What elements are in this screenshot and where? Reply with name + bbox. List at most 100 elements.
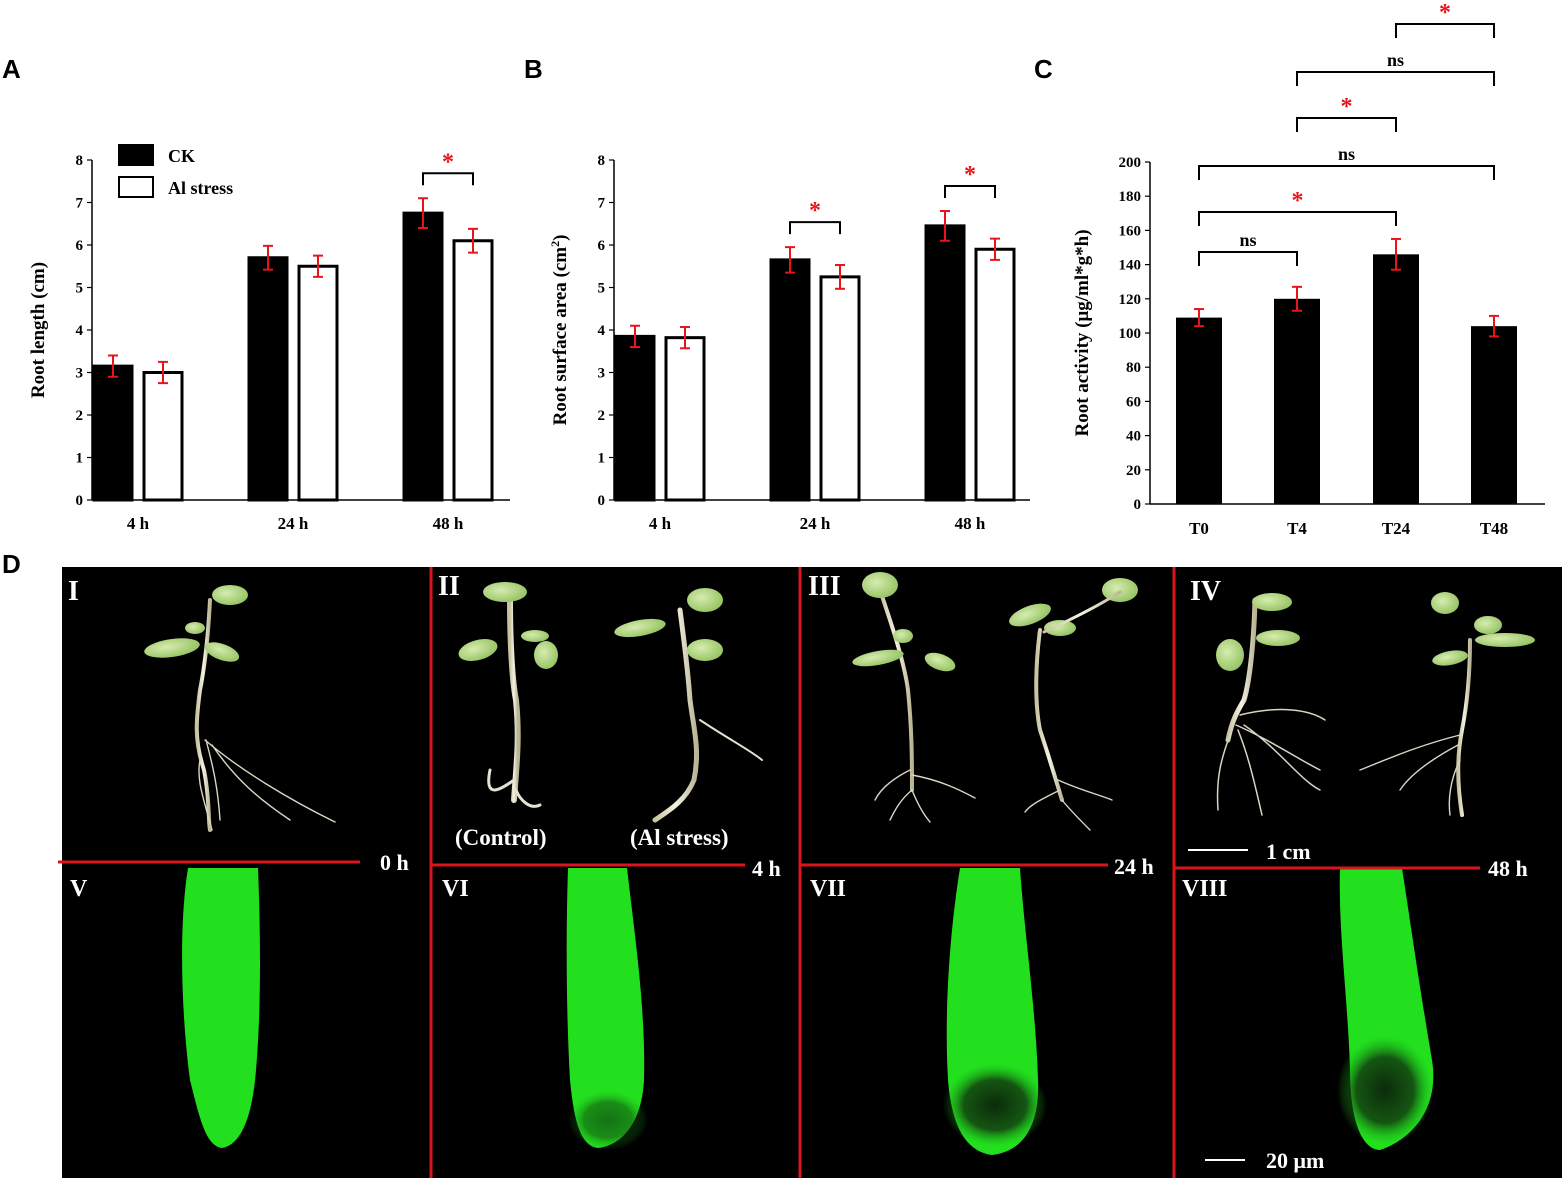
- chart-b-bar-ck: [769, 258, 811, 502]
- chart-a-y-tick-label: 6: [76, 238, 84, 254]
- chart-c-comparison-label: *: [1439, 0, 1451, 26]
- chart-c-y-tick-label: 0: [1134, 497, 1142, 513]
- chart-b-bar-ck: [614, 334, 656, 502]
- chart-c-comparison-label: ns: [1387, 50, 1404, 70]
- seedling-i: [144, 585, 336, 832]
- legend-label-al: Al stress: [168, 178, 233, 198]
- chart-c-y-axis-label: Root activity (μg/ml*g*h): [1072, 229, 1093, 436]
- chart-b: 0 1 2 3 4 5 6 7 8 Root surface area (cm2) 4 h 24 h 4…: [548, 153, 1030, 533]
- chart-b-bar-al: [664, 336, 706, 502]
- chart-c-y-tick-label: 100: [1119, 326, 1142, 342]
- chart-c-y-tick-label: 40: [1126, 429, 1141, 445]
- chart-c-comparison-bracket: [1198, 211, 1397, 226]
- chart-c-y-tick-label: 180: [1119, 189, 1142, 205]
- chart-b-bar-ck: [924, 224, 966, 502]
- panel-letter-a: A: [2, 54, 21, 84]
- chart-a: 0 1 2 3 4 5 6 7 8 Root length (cm) 4 h 24 h 48 h * CK A…: [28, 144, 510, 533]
- chart-a-y-tick-label: 8: [76, 153, 84, 169]
- panel-d-photos: I II III IV V VI VII VIII 0 h 4 h 24 h 4…: [58, 567, 1562, 1178]
- chart-c-comparison-label: *: [1292, 188, 1304, 214]
- chart-c-y-tick-label: 200: [1119, 155, 1142, 171]
- chart-c-category-label: T24: [1382, 519, 1411, 538]
- chart-a-bar-ck: [247, 256, 289, 502]
- scale-label-1cm: 1 cm: [1266, 839, 1311, 864]
- seedling-ii-control: [458, 582, 558, 808]
- chart-c-comparison-bracket: [1395, 23, 1495, 38]
- chart-a-significance-label: *: [442, 149, 454, 175]
- caption-control: (Control): [455, 825, 547, 850]
- chart-c-y-tick-label: 160: [1119, 223, 1142, 239]
- chart-a-y-tick-label: 2: [76, 408, 84, 424]
- root-tip-vi: [566, 868, 645, 1148]
- label-iv: IV: [1190, 576, 1221, 607]
- chart-c: 0 20 40 60 80 100 120 140 160 180 200 Root activity…: [1072, 0, 1545, 538]
- chart-c-comparison-label: *: [1341, 94, 1353, 120]
- label-ii: II: [438, 571, 460, 602]
- chart-b-y-tick-label: 7: [598, 196, 606, 212]
- chart-c-comparison-label: ns: [1338, 144, 1355, 164]
- chart-c-comparison-bracket: [1198, 165, 1495, 180]
- chart-b-y-tick-label: 8: [598, 153, 606, 169]
- chart-b-significance-bracket: [944, 185, 996, 198]
- chart-a-bar-ck: [402, 211, 444, 502]
- panel-letter-c: C: [1034, 54, 1053, 84]
- chart-a-category-label: 24 h: [278, 514, 309, 533]
- chart-c-category-label: T4: [1287, 519, 1307, 538]
- chart-b-y-axis-label: Root surface area (cm2): [548, 235, 571, 426]
- chart-b-y-tick-label: 3: [598, 366, 606, 382]
- seedling-iv-control: [1216, 593, 1326, 816]
- label-v: V: [70, 876, 88, 902]
- label-viii: VIII: [1182, 876, 1227, 902]
- chart-a-y-tick-label: 3: [76, 366, 84, 382]
- legend-label-ck: CK: [168, 146, 195, 166]
- chart-a-bar-al: [297, 264, 339, 502]
- chart-b-y-tick-label: 1: [598, 451, 606, 467]
- chart-a-bar-al: [452, 239, 494, 502]
- chart-c-comparison-bracket: [1198, 251, 1298, 266]
- chart-c-y-tick-label: 120: [1119, 292, 1142, 308]
- chart-b-category-label: 4 h: [649, 514, 672, 533]
- chart-c-comparison-bracket: [1296, 71, 1495, 86]
- chart-b-significance-bracket: [789, 221, 841, 235]
- chart-a-y-tick-label: 1: [76, 451, 84, 467]
- time-48h: 48 h: [1488, 856, 1528, 881]
- chart-a-y-tick-label: 7: [76, 196, 84, 212]
- legend-swatch-ck: [118, 144, 154, 166]
- chart-c-bar: [1471, 326, 1517, 504]
- chart-c-y-tick-label: 80: [1126, 360, 1141, 376]
- seedling-iv-al: [1359, 592, 1535, 817]
- chart-b-y-tick-label: 6: [598, 238, 606, 254]
- root-tip-viii-dark: [1337, 1035, 1433, 1145]
- chart-c-bar: [1274, 298, 1320, 504]
- chart-c-bar: [1176, 317, 1222, 504]
- caption-al-stress: (Al stress): [630, 825, 729, 850]
- chart-c-comparison-label: ns: [1239, 230, 1256, 250]
- root-tip-vii-dark: [943, 1063, 1047, 1147]
- chart-c-comparison-bracket: [1296, 117, 1397, 132]
- chart-a-category-label: 4 h: [127, 514, 150, 533]
- chart-c-category-label: T0: [1189, 519, 1209, 538]
- root-tip-v: [182, 868, 260, 1148]
- chart-b-significance-label: *: [964, 162, 976, 188]
- chart-a-significance-bracket: [422, 172, 474, 186]
- chart-b-y-tick-label: 2: [598, 408, 606, 424]
- chart-b-y-tick-label: 4: [598, 323, 606, 339]
- chart-a-y-tick-label: 0: [76, 493, 84, 509]
- label-vii: VII: [810, 876, 846, 902]
- root-tip-vi-shade: [568, 1090, 648, 1150]
- chart-c-y-tick-label: 140: [1119, 258, 1142, 274]
- chart-a-bar-al: [142, 371, 184, 502]
- chart-b-category-label: 24 h: [800, 514, 831, 533]
- time-4h: 4 h: [752, 856, 781, 881]
- chart-c-y-tick-label: 20: [1126, 463, 1141, 479]
- chart-a-y-tick-label: 4: [76, 323, 84, 339]
- photo-background: [62, 567, 1562, 1178]
- panel-letter-b: B: [524, 54, 543, 84]
- label-i: I: [68, 576, 79, 607]
- scale-label-20um: 20 μm: [1266, 1148, 1324, 1173]
- chart-b-bar-al: [819, 275, 861, 502]
- label-vi: VI: [442, 876, 469, 902]
- seedling-iii-control: [852, 572, 976, 823]
- label-iii: III: [808, 571, 841, 602]
